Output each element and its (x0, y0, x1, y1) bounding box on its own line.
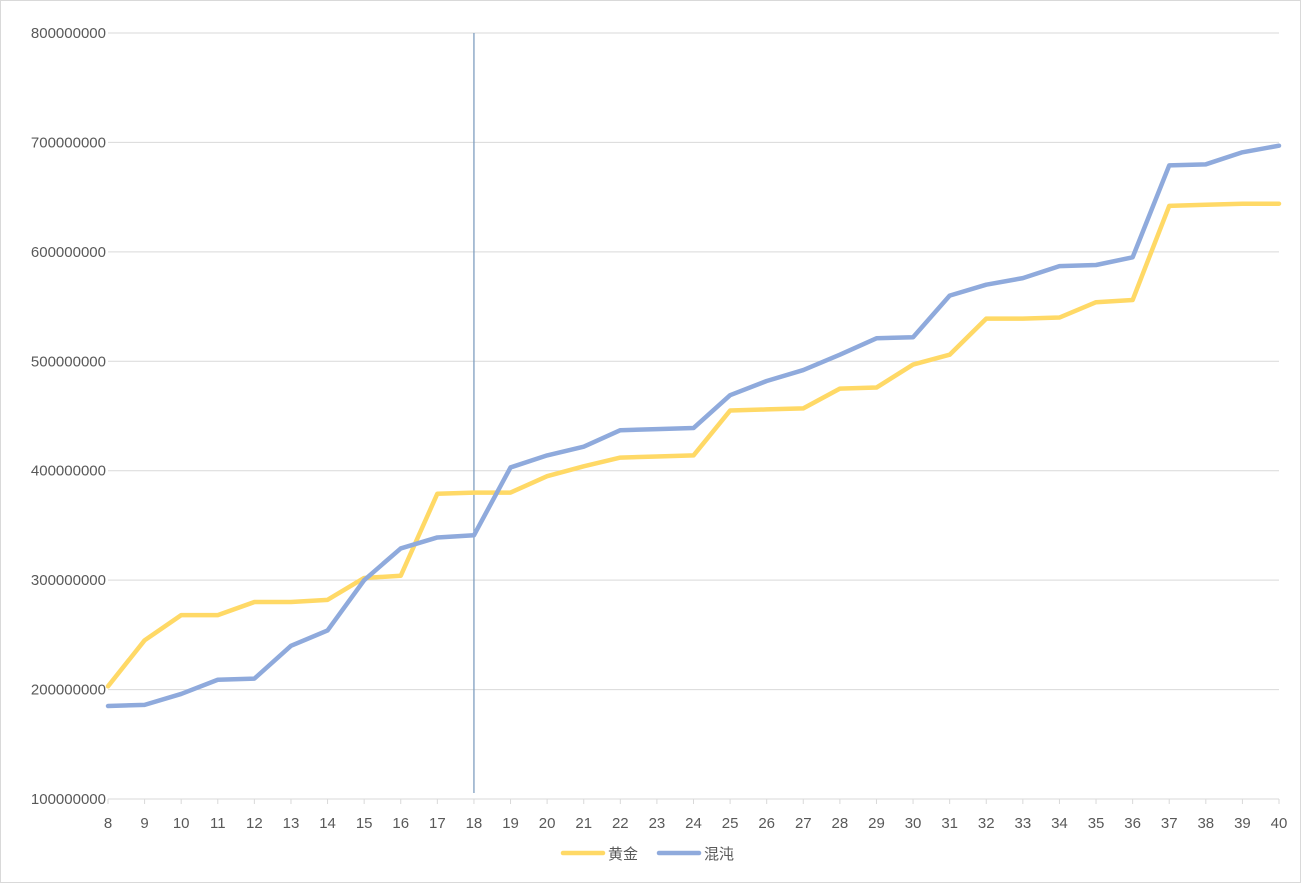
x-tick-label: 31 (941, 815, 958, 832)
x-tick-label: 11 (210, 815, 226, 832)
x-tick-label: 8 (104, 815, 112, 832)
legend-label: 混沌 (704, 845, 734, 863)
x-tick-label: 15 (356, 815, 373, 832)
x-tick-label: 26 (758, 815, 775, 832)
x-tick-label: 38 (1197, 815, 1214, 832)
x-tick-label: 21 (575, 815, 592, 832)
x-tick-label: 17 (429, 815, 446, 832)
y-tick-label: 200000000 (31, 682, 106, 699)
series-1 (108, 204, 1279, 687)
x-tick-label: 25 (722, 815, 739, 832)
series-line (108, 146, 1279, 706)
x-tick-label: 30 (905, 815, 922, 832)
x-tick-label: 14 (319, 815, 336, 832)
y-tick-label: 300000000 (31, 572, 106, 589)
y-tick-label: 800000000 (31, 25, 106, 42)
x-tick-label: 27 (795, 815, 812, 832)
x-axis-tick-labels: 8 9 10 11 12 13 14 15 16 17 18 19 20 21 22 23 24 25 26 27 28… (104, 815, 1288, 832)
series-2 (108, 146, 1279, 706)
x-tick-label: 20 (539, 815, 556, 832)
series-line (108, 204, 1279, 687)
x-tick-label: 40 (1271, 815, 1288, 832)
x-tick-label: 13 (283, 815, 300, 832)
x-tick-label: 36 (1124, 815, 1141, 832)
x-tick-label: 29 (868, 815, 885, 832)
x-tick-label: 22 (612, 815, 629, 832)
x-tick-label: 35 (1088, 815, 1105, 832)
x-tick-label: 33 (1015, 815, 1032, 832)
x-tick-label: 10 (173, 815, 190, 832)
x-tick-label: 16 (392, 815, 409, 832)
y-axis-tick-labels: 100000000 200000000 300000000 400000000 5000… (31, 25, 106, 808)
x-tick-label: 24 (685, 815, 702, 832)
y-tick-label: 700000000 (31, 134, 106, 151)
y-tick-label: 600000000 (31, 244, 106, 261)
gridlines (108, 33, 1279, 804)
x-tick-label: 9 (140, 815, 148, 832)
y-tick-label: 500000000 (31, 353, 106, 370)
x-tick-label: 32 (978, 815, 995, 832)
legend-label: 黄金 (608, 845, 638, 863)
x-tick-label: 12 (246, 815, 263, 832)
series-lines (108, 146, 1279, 706)
x-tick-label: 23 (649, 815, 666, 832)
y-tick-label: 400000000 (31, 463, 106, 480)
x-tick-label: 19 (502, 815, 519, 832)
y-tick-label: 100000000 (31, 791, 106, 808)
x-tick-label: 28 (832, 815, 849, 832)
x-tick-label: 37 (1161, 815, 1178, 832)
legend: 黄金 混沌 (563, 845, 734, 863)
x-tick-label: 34 (1051, 815, 1068, 832)
x-tick-label: 18 (466, 815, 483, 832)
x-tick-label: 39 (1234, 815, 1251, 832)
